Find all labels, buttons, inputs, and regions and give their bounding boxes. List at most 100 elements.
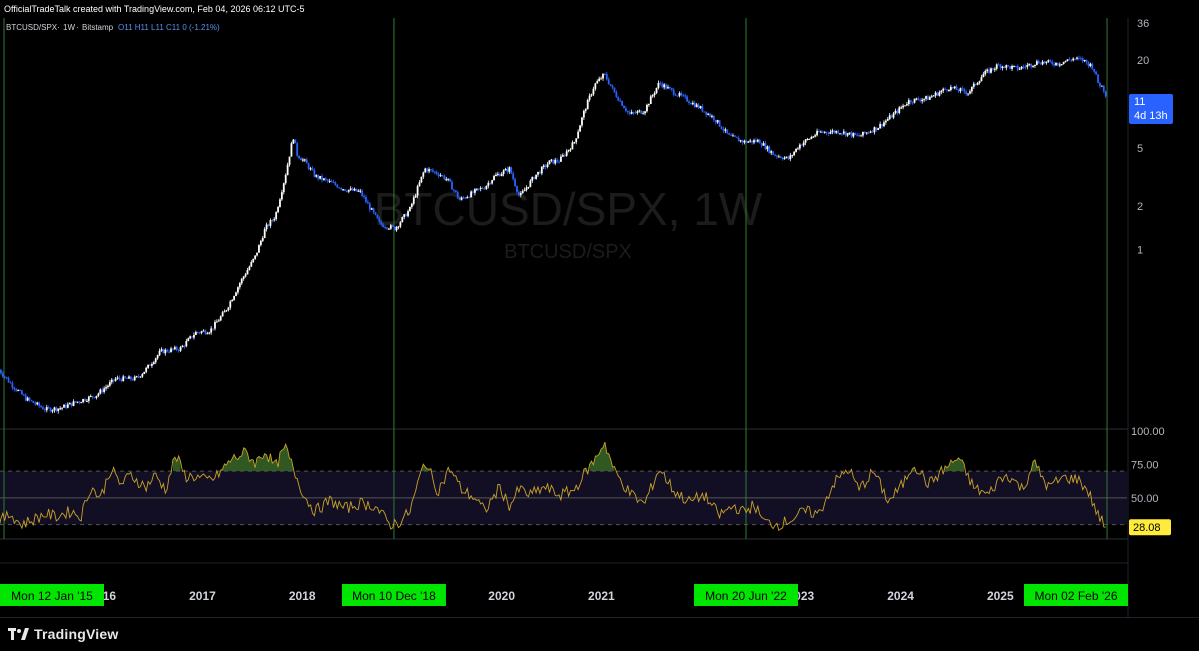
candle-body [1009, 66, 1012, 69]
candle-body [418, 182, 421, 187]
candle-body [59, 408, 62, 410]
symbol-legend[interactable]: BTCUSD/SPX · 1W · Bitstamp O11 H11 L11 C… [6, 23, 220, 32]
candle-body [749, 140, 752, 142]
candle-body [758, 139, 761, 144]
candle-body [737, 137, 740, 142]
candle-body [407, 211, 409, 217]
candle-body [173, 347, 176, 350]
legend-interval[interactable]: 1W [63, 23, 75, 32]
candle-body [871, 131, 874, 133]
candle-body [353, 188, 356, 191]
candle-body [959, 88, 962, 92]
candle-body [928, 97, 931, 100]
candle-body [1020, 66, 1023, 69]
candle-body [365, 197, 367, 202]
candle-body [1072, 58, 1075, 61]
candle-body [185, 341, 188, 347]
price-axis[interactable]: 1 2 5 20 36 [1137, 18, 1149, 257]
legend-separator: · [76, 23, 79, 32]
candle-body [246, 270, 249, 275]
candle-body [611, 85, 614, 88]
candle-body [200, 331, 203, 333]
candle-body [642, 113, 645, 115]
rsi-current-value: 28.08 [1133, 522, 1161, 534]
candle-body [860, 135, 862, 137]
candle-body [535, 174, 537, 179]
time-axis-label: 2024 [887, 589, 914, 603]
candle-body [11, 383, 14, 388]
candle-body [21, 390, 23, 395]
candle-body [982, 74, 985, 78]
candle-body [726, 129, 729, 134]
candle-body [988, 69, 990, 73]
candle-body [529, 180, 532, 187]
candle-body [175, 347, 178, 350]
candle-body [575, 138, 578, 143]
candle-body [720, 126, 723, 129]
candle-body [577, 131, 580, 139]
candle-body [162, 349, 165, 354]
candle-body [49, 408, 52, 412]
legend-symbol[interactable]: BTCUSD/SPX [6, 23, 58, 32]
candle-body [561, 155, 564, 157]
candle-body [422, 172, 425, 177]
candle-body [663, 84, 666, 88]
candle-body [214, 321, 216, 329]
candle-body [772, 151, 775, 155]
candle-body [458, 197, 461, 200]
marker-badges: Mon 12 Jan '15 Mon 10 Dec '18 Mon 20 Jun '… [0, 584, 1128, 606]
candle-body [305, 159, 308, 164]
candle-body [221, 312, 224, 317]
candle-body [279, 199, 281, 208]
candle-body [839, 133, 841, 135]
candle-body [969, 91, 971, 94]
candle-body [118, 377, 121, 380]
candle-body [904, 105, 906, 107]
candle-body [940, 90, 943, 93]
candle-body [619, 100, 622, 102]
candle-body [978, 81, 981, 84]
candle-body [542, 165, 545, 167]
candle-body [38, 402, 41, 406]
price-axis-tick: 5 [1137, 143, 1143, 155]
candle-body [181, 345, 184, 348]
candle-body [1014, 65, 1017, 67]
candle-body [34, 403, 37, 405]
candle-body [227, 307, 230, 311]
candle-body [841, 133, 843, 135]
candle-body [68, 402, 71, 405]
tradingview-logo[interactable]: TradingView [8, 626, 118, 642]
candle-body [791, 155, 794, 157]
candle-body [189, 336, 192, 339]
candle-body [129, 376, 132, 380]
date-marker-badge-bg [0, 584, 104, 606]
candle-body [93, 397, 96, 399]
candle-body [1066, 59, 1069, 62]
candle-body [76, 401, 79, 403]
rsi-axis-tick: 100.00 [1131, 426, 1165, 438]
candle-body [198, 332, 201, 334]
price-axis-tick: 36 [1137, 18, 1149, 30]
candle-body [802, 142, 805, 146]
candle-body [993, 68, 996, 70]
candle-body [177, 349, 180, 351]
legend-ohlc: O11 H11 L11 C11 0 (-1.21%) [118, 23, 220, 32]
candle-body [934, 92, 937, 96]
candle-body [403, 214, 406, 218]
candle-body [65, 404, 67, 408]
candle-body [103, 388, 106, 392]
candle-body [571, 142, 574, 150]
candle-body [280, 192, 283, 200]
candle-body [481, 187, 484, 189]
candle-body [315, 175, 318, 177]
candle-body [604, 73, 606, 75]
candle-body [816, 130, 818, 136]
rsi-axis[interactable]: 50.00 75.00 100.00 [1131, 426, 1165, 505]
candle-body [391, 225, 394, 227]
chart-canvas[interactable]: BTCUSD/SPX, 1W BTCUSD/SPX 1 2 5 20 36 50.00 7… [0, 18, 1199, 617]
candle-body [512, 173, 515, 180]
candle-body [894, 110, 897, 114]
candle-body [179, 347, 182, 351]
candle-body [925, 96, 927, 99]
candle-body [13, 387, 16, 390]
